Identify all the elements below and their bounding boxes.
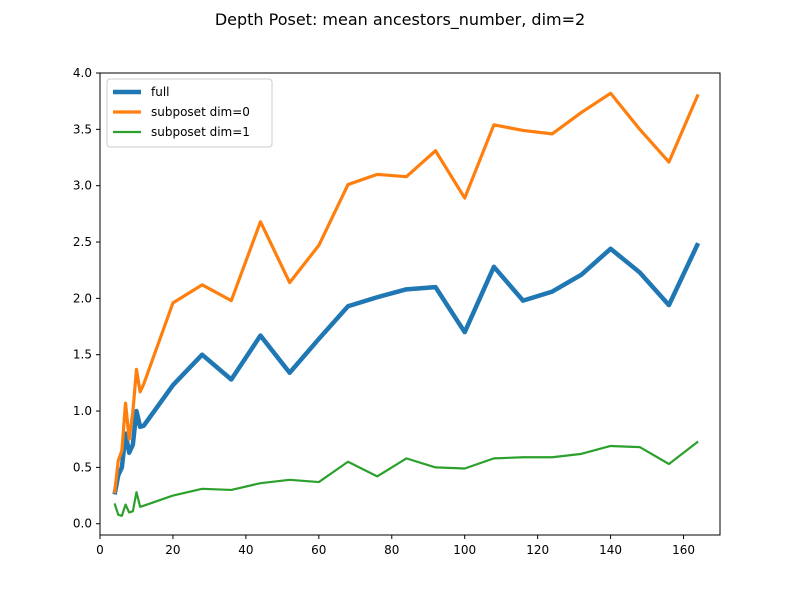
y-tick-label: 1.0 [73,404,92,418]
x-axis-ticks: 0 20 40 60 80 100 120 140 160 [96,535,695,557]
y-tick-label: 0.0 [73,517,92,531]
y-tick-label: 1.5 [73,348,92,362]
series-line-1 [112,91,700,494]
x-tick-label: 160 [672,543,695,557]
x-tick-label: 60 [311,543,326,557]
y-axis-ticks: 0.0 0.5 1.0 1.5 2.0 2.5 3.0 3.5 4.0 [73,66,100,531]
legend-box [106,78,273,148]
legend: full subposet dim=0 subposet dim=1 [106,78,273,148]
x-tick-label: 0 [96,543,104,557]
x-tick-label: 20 [165,543,180,557]
legend-label-0: full [151,85,170,99]
series-line-2 [113,440,699,517]
y-tick-label: 2.5 [73,235,92,249]
legend-label-1: subposet dim=0 [151,105,250,119]
x-tick-label: 40 [238,543,253,557]
y-tick-label: 3.0 [73,179,92,193]
x-tick-label: 120 [526,543,549,557]
y-tick-label: 4.0 [73,66,92,80]
x-tick-label: 140 [599,543,622,557]
legend-label-2: subposet dim=1 [151,125,250,139]
plot-area [100,73,720,535]
x-tick-label: 80 [384,543,399,557]
y-tick-label: 0.5 [73,460,92,474]
series-line-0 [112,242,701,495]
plot-frame [99,72,721,536]
y-tick-label: 3.5 [73,122,92,136]
x-tick-label: 100 [453,543,476,557]
y-tick-label: 2.0 [73,291,92,305]
series-layer [112,91,701,517]
chart-title: Depth Poset: mean ancestors_number, dim=… [215,10,585,30]
